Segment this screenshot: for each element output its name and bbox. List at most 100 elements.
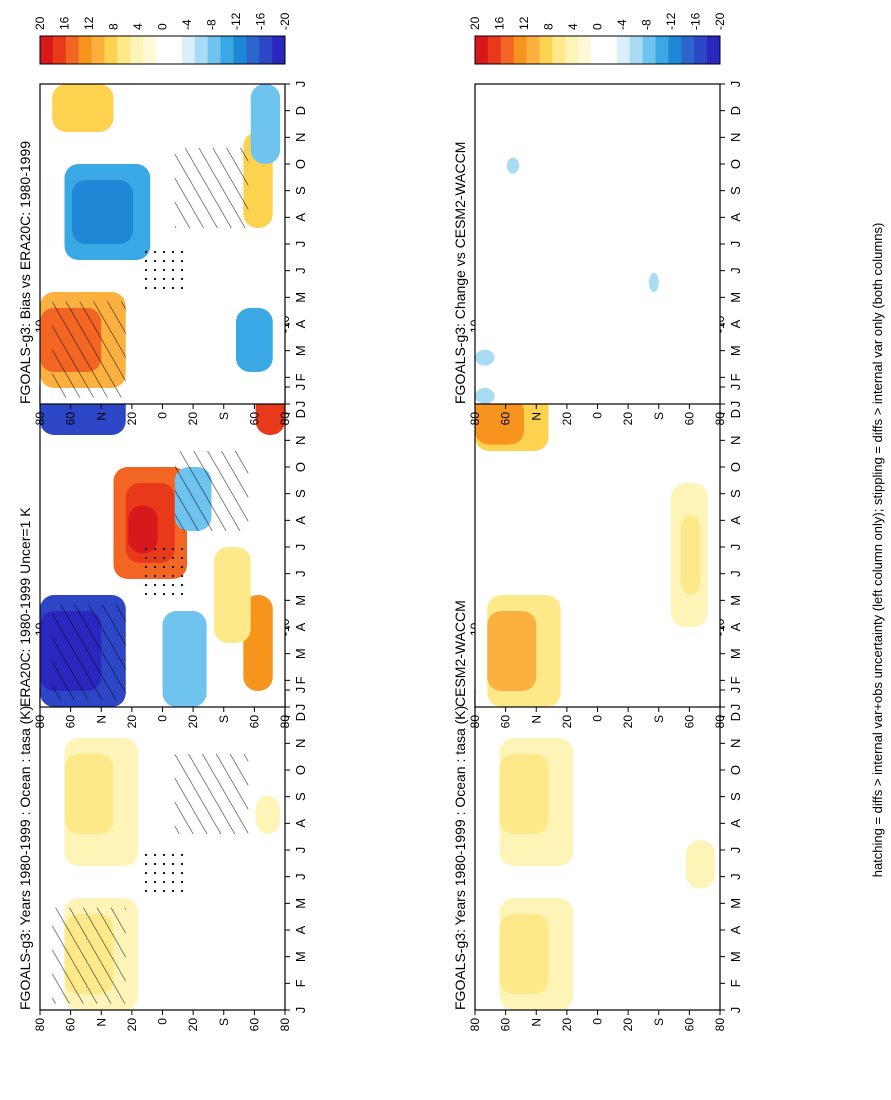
- colorbar-tick-label: -20: [713, 12, 727, 30]
- colorbar-tick-label: 4: [131, 23, 145, 30]
- y-tick-label: 60: [499, 412, 513, 426]
- field-blob: [213, 547, 251, 643]
- x-tick-label: N: [728, 436, 743, 445]
- colorbar-segment: [65, 36, 80, 64]
- panels-layer: FGOALS-g3: Years 1980-1999 : Ocean : tas…: [17, 12, 743, 1031]
- colorbar-segment: [168, 36, 183, 64]
- y-tick-label: 60: [64, 715, 78, 729]
- colorbar-segment: [156, 36, 170, 64]
- x-tick-label: M: [293, 595, 308, 606]
- colorbar-segment: [668, 36, 682, 64]
- x-tick-label: A: [728, 319, 743, 328]
- y-tick-label: 60: [247, 1018, 261, 1032]
- colorbar-tick-label: 4: [566, 23, 580, 30]
- panel-5: FGOALS-g3: Bias vs ERA20C: 1980-1999 JFMA…: [17, 12, 308, 425]
- field-blob: [52, 84, 114, 132]
- y-tick-label: 80: [713, 1018, 727, 1032]
- x-tick-label: O: [293, 159, 308, 169]
- colorbar-tick-label: 20: [33, 16, 47, 30]
- field-blob: [475, 388, 495, 404]
- hatching-region: [174, 754, 249, 834]
- y-tick-label: 20: [621, 715, 635, 729]
- colorbar-segment: [616, 36, 631, 64]
- colorbar-segment: [143, 36, 157, 64]
- field-blob: [71, 180, 134, 244]
- y-tick-label: 60: [682, 715, 696, 729]
- x-tick-label: D: [728, 106, 743, 115]
- y-tick-label: N: [94, 715, 108, 724]
- y-tick-label: 60: [64, 1018, 78, 1032]
- x-tick-label: J: [293, 267, 308, 274]
- y-tick-label: 0: [591, 1018, 605, 1025]
- colorbar-segment: [91, 36, 105, 64]
- hatching-region: [52, 301, 126, 398]
- x-tick-label: S: [728, 792, 743, 801]
- y-tick-label: N: [94, 412, 108, 421]
- y-tick-label: S: [217, 1018, 231, 1026]
- y-tick-label: 20: [560, 1018, 574, 1032]
- y-tick-label: 80: [713, 412, 727, 426]
- panel-title: FGOALS-g3: Bias vs ERA20C: 1980-1999: [17, 141, 33, 404]
- y-tick-label: 0: [591, 715, 605, 722]
- colorbar-segment: [207, 36, 222, 64]
- y-tick-label: 20: [621, 412, 635, 426]
- colorbar-segment: [40, 36, 54, 64]
- x-tick-label: J: [728, 81, 743, 88]
- x-tick-label: J: [293, 847, 308, 854]
- x-tick-label: D: [728, 712, 743, 721]
- y-tick-label: 0: [156, 412, 170, 419]
- y-tick-label: 80: [468, 715, 482, 729]
- y-tick-label: 0: [156, 715, 170, 722]
- x-tick-label: J: [293, 687, 308, 694]
- panel-title: CESM2-WACCM: [452, 600, 468, 707]
- colorbar-segment: [513, 36, 528, 64]
- field-blob: [243, 595, 273, 691]
- x-tick-label: S: [293, 186, 308, 195]
- x-tick-label: S: [728, 186, 743, 195]
- y-tick-label: 80: [33, 1018, 47, 1032]
- y-tick-label: 20: [125, 412, 139, 426]
- x-tick-label: D: [293, 712, 308, 721]
- colorbar-segment: [552, 36, 566, 64]
- colorbar-segment: [629, 36, 644, 64]
- y-tick-label: 20: [125, 1018, 139, 1032]
- x-tick-label: D: [293, 409, 308, 418]
- x-tick-label: M: [728, 951, 743, 962]
- y-tick-label: 20: [621, 1018, 635, 1032]
- x-tick-label: M: [728, 648, 743, 659]
- x-tick-label: J: [293, 81, 308, 88]
- y-tick-label: N: [529, 715, 543, 724]
- x-tick-label: J: [728, 401, 743, 408]
- x-tick-label: J: [293, 384, 308, 391]
- colorbar-tick-label: 20: [468, 16, 482, 30]
- y-tick-label: 60: [682, 1018, 696, 1032]
- colorbar-tick-label: 12: [82, 16, 96, 30]
- stippling-region: [138, 547, 187, 595]
- x-tick-label: J: [728, 570, 743, 577]
- colorbar-segment: [104, 36, 118, 64]
- y-tick-label: 0: [591, 412, 605, 419]
- y-tick-label: 20: [560, 715, 574, 729]
- x-tick-label: J: [728, 544, 743, 551]
- colorbar-segment: [681, 36, 695, 64]
- x-tick-label: O: [728, 159, 743, 169]
- y-tick-label: 80: [713, 715, 727, 729]
- colorbar-segment: [539, 36, 553, 64]
- y-tick-label: 20: [186, 715, 200, 729]
- x-tick-label: A: [728, 925, 743, 934]
- x-tick-label: S: [293, 792, 308, 801]
- colorbar-segment: [117, 36, 131, 64]
- x-tick-label: M: [293, 648, 308, 659]
- field-blob: [255, 795, 281, 834]
- colorbar-frame: [39, 35, 286, 65]
- colorbar-segment: [591, 36, 605, 64]
- hatching-region: [174, 148, 249, 228]
- y-tick-label: 60: [247, 715, 261, 729]
- field-blob: [475, 396, 524, 445]
- field-blob: [680, 515, 701, 595]
- colorbar-segment: [272, 36, 286, 64]
- colorbar-segment: [220, 36, 234, 64]
